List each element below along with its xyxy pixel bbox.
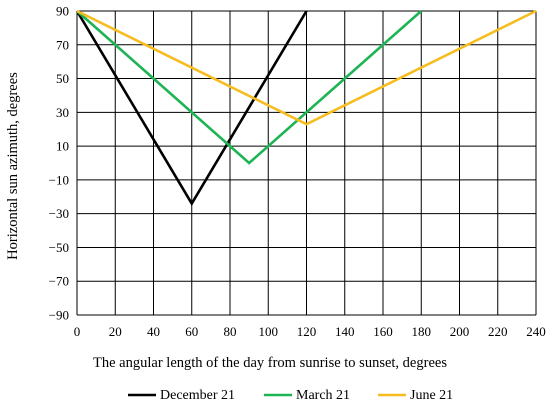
series-lines [75,9,537,207]
x-tick-label: 240 [526,324,546,339]
x-tick-label: 200 [450,324,470,339]
y-axis-label: Horizontal sun azimuth, degrees [5,72,21,260]
legend: December 21 March 21 June 21 [128,388,453,403]
x-tick-label: 20 [109,324,122,339]
x-tick-label: 120 [297,324,317,339]
x-tick-label: 60 [185,324,198,339]
y-tick-label: −10 [49,172,69,187]
series-line-1 [75,10,308,207]
y-tick-label: 10 [56,139,69,154]
x-tick-label: 80 [224,324,237,339]
y-tick-labels: 90 70 50 30 10 −10 −30 −50 −70 −90 [49,4,69,323]
x-tick-label: 180 [412,324,432,339]
x-tick-label: 220 [488,324,508,339]
legend-label-2: March 21 [296,388,350,403]
legend-label-1: December 21 [160,388,235,403]
y-tick-label: 90 [56,4,69,19]
y-tick-label: 50 [56,71,69,86]
y-tick-label: −70 [49,274,69,289]
legend-label-3: June 21 [410,388,453,403]
series-line-2 [76,10,423,165]
x-tick-label: 100 [259,324,279,339]
x-tick-label: 0 [74,324,81,339]
series-line-3 [76,9,537,126]
grid-lines [76,10,537,316]
y-tick-label: −90 [49,308,69,323]
y-tick-label: 70 [56,37,69,52]
y-tick-label: 30 [56,105,69,120]
x-tick-labels: 0 20 40 60 80 100 120 140 160 180 200 220 240 [74,324,546,339]
y-tick-label: −30 [49,206,69,221]
x-tick-label: 160 [373,324,393,339]
x-axis-label: The angular length of the day from sunri… [93,355,447,371]
x-tick-label: 40 [147,324,160,339]
x-tick-label: 140 [335,324,355,339]
y-tick-label: −50 [49,240,69,255]
